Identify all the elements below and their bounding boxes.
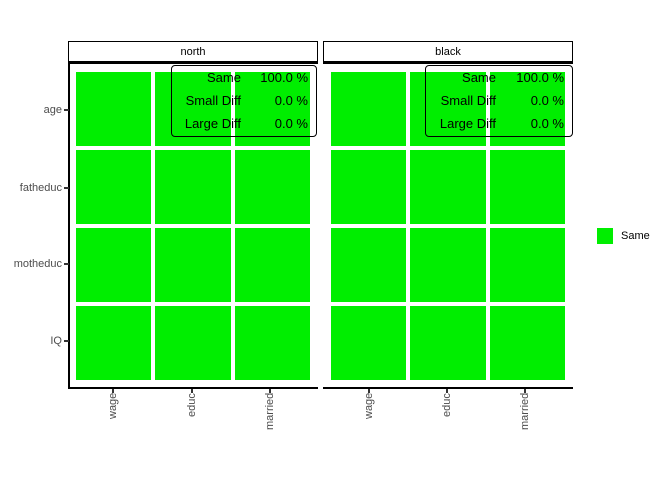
- x-axis-label: educ: [441, 393, 453, 417]
- y-tick: [64, 187, 69, 189]
- plot-area-black: [331, 72, 565, 380]
- tile: [489, 228, 565, 302]
- annotation-label: Small Diff: [440, 93, 496, 108]
- tile: [410, 150, 486, 224]
- plot-area-north: [76, 72, 310, 380]
- annotation-value: 0.0 %: [274, 93, 308, 108]
- x-axis-label: wage: [363, 393, 375, 420]
- annotation-row: Same 100.0 %: [426, 66, 564, 89]
- x-axis-label: wage: [107, 393, 119, 420]
- annotation-row: Small Diff 0.0 %: [172, 89, 308, 112]
- x-axis-label: married: [519, 393, 531, 431]
- tile: [410, 72, 486, 146]
- tile: [331, 306, 407, 380]
- tile: [410, 228, 486, 302]
- tile: [76, 306, 152, 380]
- tile: [155, 150, 231, 224]
- x-tick: [191, 389, 193, 393]
- annotation-value: 0.0 %: [530, 93, 564, 108]
- tile: [234, 228, 310, 302]
- x-tick: [368, 389, 370, 393]
- y-tick: [64, 109, 69, 111]
- annotation-value: 100.0 %: [260, 70, 308, 85]
- tile: [155, 228, 231, 302]
- tile: [76, 228, 152, 302]
- tile: [331, 228, 407, 302]
- x-tick: [446, 389, 448, 393]
- tile: [234, 72, 310, 146]
- tile: [489, 306, 565, 380]
- x-tick: [112, 389, 114, 393]
- tile: [155, 72, 231, 146]
- x-axis-line-black: [323, 387, 573, 389]
- legend-label: Same: [621, 230, 650, 242]
- annotation-row: Large Diff 0.0 %: [426, 112, 564, 135]
- facet-strip-label: black: [435, 45, 461, 58]
- y-tick: [64, 340, 69, 342]
- tile: [489, 150, 565, 224]
- annotation-label: Large Diff: [439, 116, 496, 131]
- tile: [489, 72, 565, 146]
- x-axis-label: educ: [186, 393, 198, 417]
- y-axis-label: IQ: [50, 335, 62, 347]
- annotation-value: 0.0 %: [274, 116, 308, 131]
- x-axis-label: married: [264, 393, 276, 431]
- facet-strip-black: black: [323, 41, 573, 64]
- annotation-value: 100.0 %: [516, 70, 564, 85]
- annotation-box-black: Same 100.0 % Small Diff 0.0 % Large Diff…: [425, 65, 573, 137]
- tile: [76, 72, 152, 146]
- y-axis-line: [68, 64, 70, 389]
- annotation-box-north: Same 100.0 % Small Diff 0.0 % Large Diff…: [171, 65, 317, 137]
- annotation-label: Same: [462, 70, 496, 85]
- annotation-row: Large Diff 0.0 %: [172, 112, 308, 135]
- legend-swatch-same: [597, 228, 613, 244]
- tile: [155, 306, 231, 380]
- x-tick: [269, 389, 271, 393]
- facet-strip-label: north: [180, 45, 206, 58]
- y-axis-label: fatheduc: [19, 182, 62, 194]
- x-axis-line-north: [68, 387, 318, 389]
- annotation-label: Large Diff: [184, 116, 241, 131]
- annotation-label: Same: [207, 70, 241, 85]
- y-axis-label: age: [43, 104, 62, 116]
- x-tick: [524, 389, 526, 393]
- tile: [234, 150, 310, 224]
- annotation-value: 0.0 %: [530, 116, 564, 131]
- y-axis-label: motheduc: [13, 258, 62, 270]
- tile: [331, 150, 407, 224]
- annotation-row: Small Diff 0.0 %: [426, 89, 564, 112]
- tile: [331, 72, 407, 146]
- facet-strip-north: north: [68, 41, 318, 64]
- tile: [234, 306, 310, 380]
- annotation-row: Same 100.0 %: [172, 66, 308, 89]
- tile: [76, 150, 152, 224]
- tile: [410, 306, 486, 380]
- annotation-label: Small Diff: [185, 93, 241, 108]
- y-tick: [64, 263, 69, 265]
